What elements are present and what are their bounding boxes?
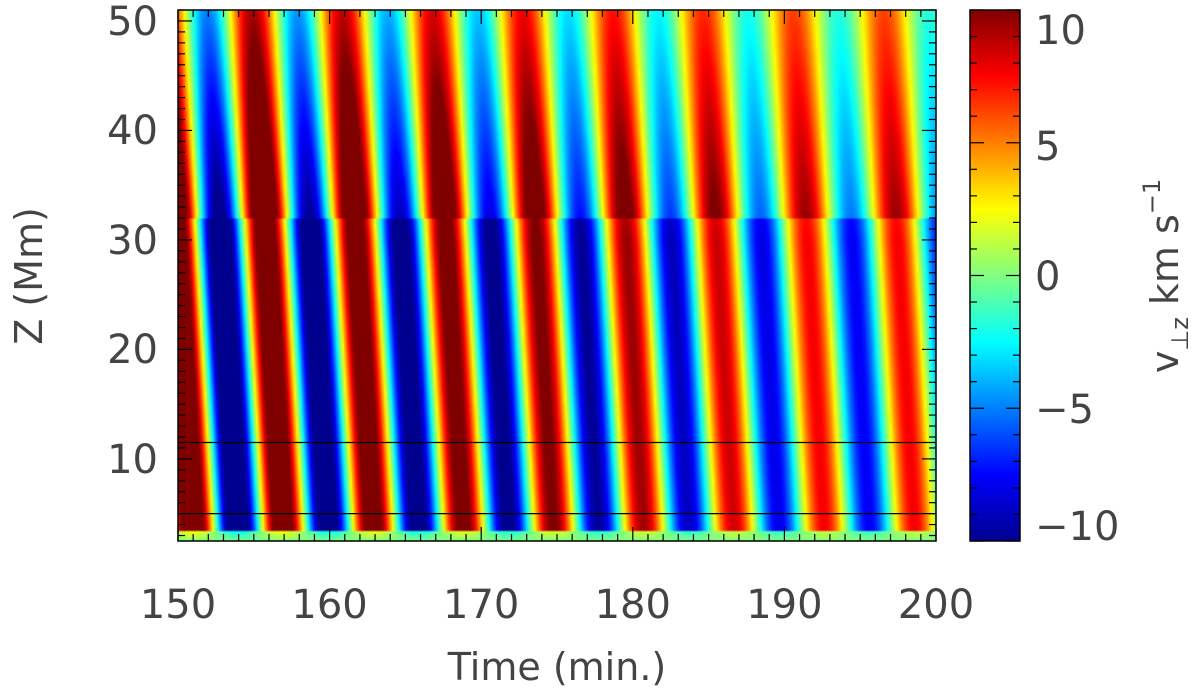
y-axis-ticks xyxy=(178,9,936,537)
x-axis-ticks xyxy=(177,10,937,541)
heatmap-panel xyxy=(177,9,937,542)
y-tick-label: 20 xyxy=(107,327,158,373)
heatmap-image xyxy=(178,10,936,541)
y-axis-tick-labels: 10 20 30 40 50 xyxy=(107,0,158,483)
colorbar-title-units: km s xyxy=(1143,214,1187,305)
colorbar-tick-label: 5 xyxy=(1035,124,1060,170)
colorbar-tick-label: 10 xyxy=(1035,8,1086,54)
x-tick-label: 160 xyxy=(291,582,367,628)
colorbar-tick-label: 0 xyxy=(1035,254,1060,300)
colorbar: 10 5 0 −5 −10 v⊥z km s−1 xyxy=(969,8,1194,550)
x-tick-label: 150 xyxy=(140,582,216,628)
x-tick-label: 190 xyxy=(746,582,822,628)
y-tick-label: 40 xyxy=(107,108,158,154)
x-axis-title: Time (min.) xyxy=(447,645,666,689)
x-tick-label: 180 xyxy=(595,582,671,628)
colorbar-title-main: v xyxy=(1143,351,1187,374)
y-tick-label: 10 xyxy=(107,437,158,483)
colorbar-title: v⊥z km s−1 xyxy=(1138,179,1194,373)
svg-text:v⊥zkm s−1: v⊥z km s−1 xyxy=(1138,179,1194,373)
x-tick-label: 200 xyxy=(898,582,974,628)
y-tick-label: 30 xyxy=(107,218,158,264)
y-axis-title: Z (Mm) xyxy=(7,207,51,345)
colorbar-tick-label: −10 xyxy=(1035,504,1119,550)
colorbar-ticks xyxy=(970,9,1020,542)
colorbar-title-subscript: ⊥z xyxy=(1166,317,1194,351)
x-tick-label: 170 xyxy=(443,582,519,628)
y-tick-label: 50 xyxy=(107,0,158,45)
colorbar-title-exponent: −1 xyxy=(1138,179,1166,214)
colorbar-tick-label: −5 xyxy=(1035,387,1094,433)
x-axis-tick-labels: 150 160 170 180 190 200 xyxy=(140,582,974,628)
